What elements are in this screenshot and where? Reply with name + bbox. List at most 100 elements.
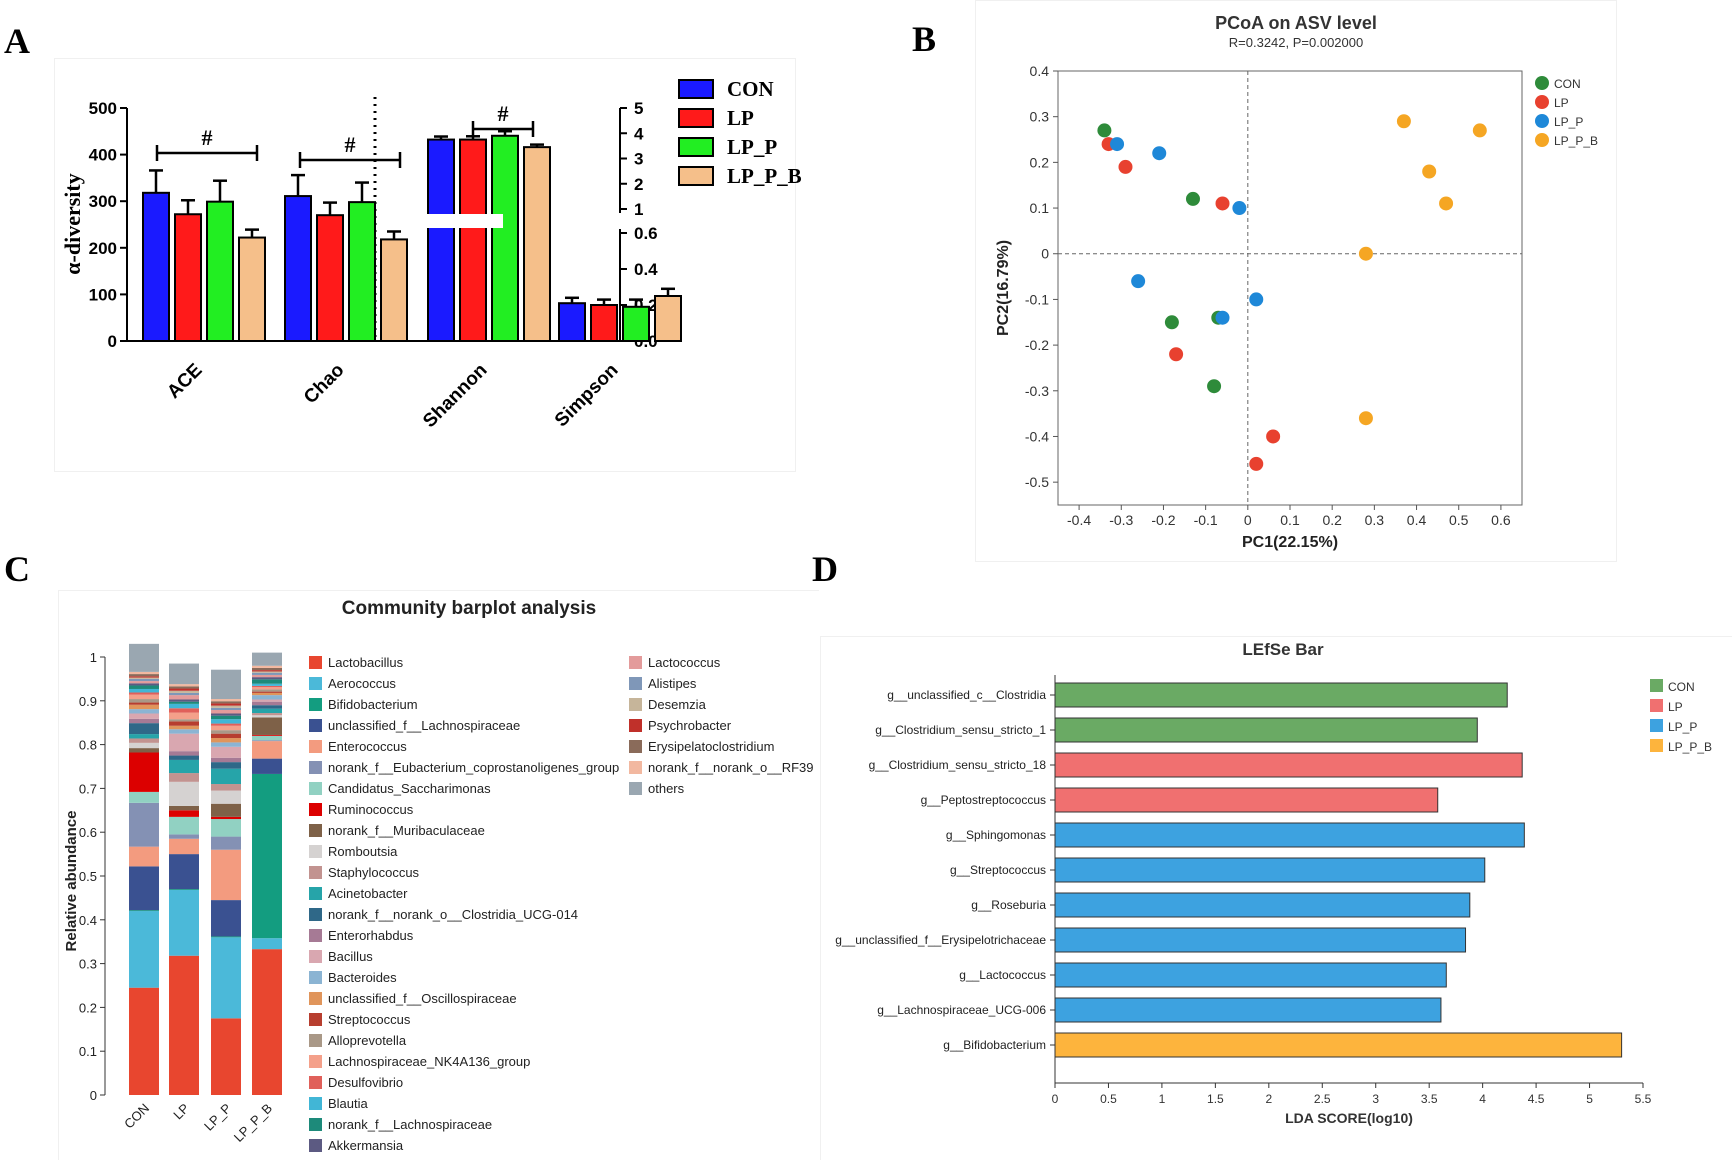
legend-swatch (309, 698, 322, 711)
bar-LP_P-Chao (348, 201, 376, 342)
segment-Akkermansia-LP (169, 699, 199, 702)
bar-LP-Chao (316, 214, 344, 342)
legend-label: LP (1668, 700, 1683, 714)
legend-label: LP_P_B (727, 164, 802, 188)
legend-swatch (309, 929, 322, 942)
legend-swatch (678, 79, 714, 99)
legend-label: Desemzia (648, 697, 707, 712)
x-tick-label: 0.3 (1365, 512, 1385, 528)
legend-swatch (309, 677, 322, 690)
legend-label: Lactococcus (648, 655, 721, 670)
category-label: Chao (300, 360, 348, 408)
legend-swatch (309, 1055, 322, 1068)
point-LP_P_B (1358, 411, 1373, 426)
segment-Bacteroides-LP_P_B (252, 695, 282, 700)
point-LP_P_B (1472, 123, 1487, 138)
bar-CON-Shannon (427, 138, 455, 342)
legend-label: norank_f__norank_o__Clostridia_UCG-014 (328, 907, 578, 922)
category-label: LP (170, 1101, 192, 1123)
y-tick-label: 0.4 (79, 913, 97, 928)
y-axis-title: PC2(16.79%) (995, 240, 1012, 336)
x-tick-label: 0.4 (1407, 512, 1427, 528)
taxon-label: g__unclassified_c__Clostridia (887, 688, 1046, 702)
lda-bar-g__Lactococcus (1054, 962, 1447, 988)
segment-Bifidobacterium-LP_P (211, 936, 241, 938)
taxon-label: g__Lactococcus (959, 968, 1046, 982)
legend-swatch (309, 887, 322, 900)
segment-norank_f__norank_o__RF39-LP_P (211, 699, 241, 702)
point-LP (1169, 347, 1184, 362)
legend-label: Bacillus (328, 949, 373, 964)
segment-Streptococcus-LP_P_B (252, 691, 282, 693)
legend-swatch (309, 824, 322, 837)
y-tick-label: -0.5 (1025, 474, 1049, 490)
segment-Candidatus_Saccharimonas-LP (169, 816, 199, 835)
legend-label: Alistipes (648, 676, 697, 691)
bar-LP_P-Simpson (622, 305, 650, 343)
x-tick-label: -0.2 (1151, 512, 1175, 528)
legend-swatch (309, 740, 322, 753)
pcoa-title: PCoA on ASV level (1215, 13, 1377, 33)
point-LP_P (1232, 201, 1247, 216)
segment-Alistipes-LP_P (211, 707, 241, 710)
legend-label: Akkermansia (328, 1138, 404, 1153)
legend-swatch (678, 108, 714, 128)
lda-bar-g__unclassified_c__Clostridia (1054, 682, 1508, 708)
legend-swatch (309, 1139, 322, 1152)
segment-Acinetobacter-CON (129, 734, 159, 739)
legend-swatch (629, 656, 642, 669)
barplot-title: Community barplot analysis (342, 598, 596, 619)
y-tick-label: 0.1 (79, 1044, 97, 1059)
segment-Bacteroides-LP (169, 729, 199, 734)
bar-LP_P-Shannon (491, 134, 519, 343)
segment-Candidatus_Saccharimonas-LP_P_B (252, 735, 282, 741)
bar-CON-Chao (284, 195, 312, 342)
segment-Enterorhabdus-LP (169, 751, 199, 756)
x-tick-label: 2 (1265, 1092, 1272, 1106)
taxon-label: g__Clostridium_sensu_stricto_1 (875, 723, 1046, 737)
segment-Desulfovibrio-LP (169, 708, 199, 713)
segment-norank_f__Lachnospiraceae-LP_P (211, 715, 241, 720)
bar-CON-ACE (142, 191, 170, 342)
taxon-label: g__Bifidobacterium (943, 1038, 1046, 1052)
segment-Enterorhabdus-LP_P (211, 757, 241, 763)
y-axis-title: Relative abundance (63, 811, 80, 952)
legend-dot (1535, 133, 1549, 147)
left-tick-label: 400 (89, 146, 117, 165)
segment-Desemzia-LP (169, 690, 199, 693)
taxon-label: g__Clostridium_sensu_stricto_18 (869, 758, 1047, 772)
x-tick-label: -0.3 (1109, 512, 1133, 528)
y-tick-label: 0.2 (79, 1000, 97, 1015)
panel-letter-c: C (4, 549, 30, 589)
y-tick-label: -0.1 (1025, 291, 1049, 307)
y-tick-label: -0.2 (1025, 337, 1049, 353)
right-lower-tick-label: 0.6 (634, 224, 658, 243)
x-tick-label: -0.4 (1067, 512, 1091, 528)
right-upper-tick-label: 4 (634, 124, 644, 143)
pcoa-panel: PCoA on ASV level R=0.3242, P=0.002000 -0.… (975, 0, 1617, 562)
point-CON (1185, 191, 1200, 206)
segment-norank_f__Eubacterium_coprostanoligenes_group-LP_P (211, 836, 241, 850)
lda-bar-g__Lachnospiraceae_UCG-006 (1054, 997, 1442, 1023)
segment-unclassified_f__Oscillospiraceae-LP_P_B (252, 692, 282, 696)
y-tick-label: 0 (90, 1088, 97, 1103)
segment-Lachnospiraceae_NK4A136_group-LP_P (211, 725, 241, 731)
segment-Desemzia-LP_P (211, 705, 241, 708)
legend-swatch (309, 782, 322, 795)
segment-Lactobacillus-LP (169, 955, 199, 1095)
legend-label: Enterorhabdus (328, 928, 414, 943)
segment-others-LP (169, 663, 199, 685)
legend-label: LP (727, 106, 754, 130)
bar-LP_P_B-Simpson (654, 295, 682, 342)
segment-Psychrobacter-LP_P_B (252, 670, 282, 672)
legend-swatch (629, 740, 642, 753)
taxon-label: g__Peptostreptococcus (921, 793, 1046, 807)
x-tick-label: 2.5 (1314, 1092, 1331, 1106)
y-axis-title: α-diversity (60, 173, 85, 274)
x-tick-label: 5 (1586, 1092, 1593, 1106)
segment-norank_f__Lachnospiraceae-LP (169, 701, 199, 704)
legend-label: norank_f__Muribaculaceae (328, 823, 485, 838)
panel-letter-d: D (812, 549, 838, 589)
legend-label: Candidatus_Saccharimonas (328, 781, 491, 796)
right-upper-tick-label: 1 (634, 200, 643, 219)
